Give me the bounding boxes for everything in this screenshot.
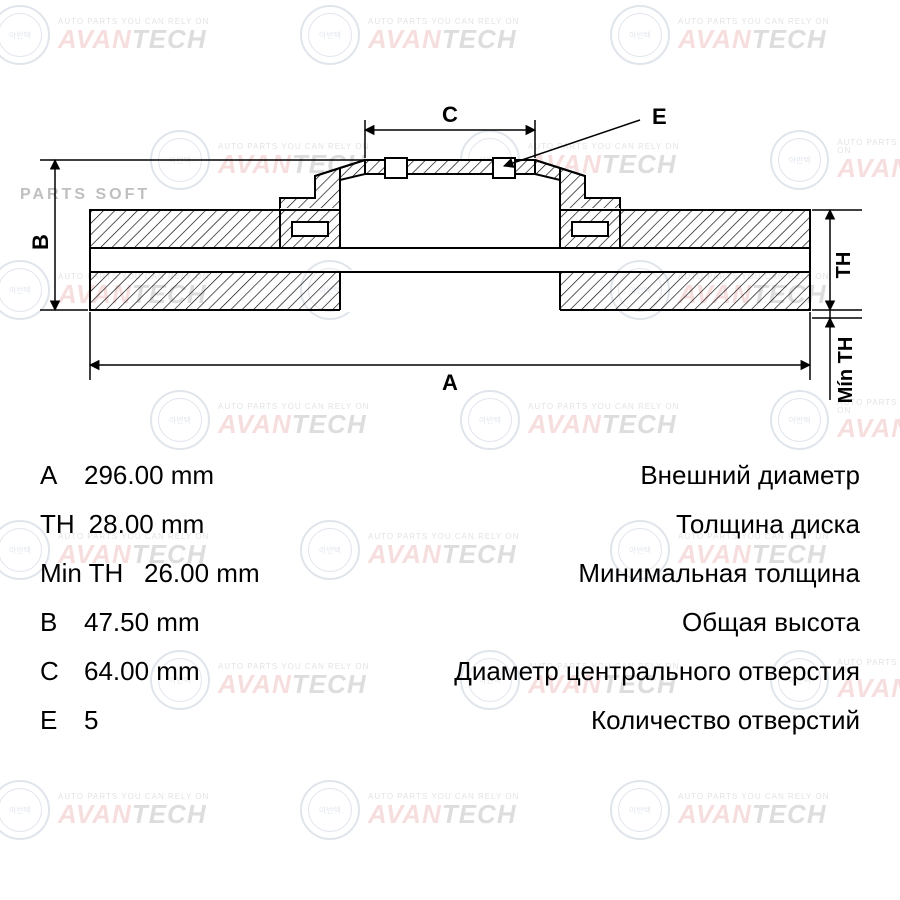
watermark-logo: 아반텍AUTO PARTS YOU CAN RELY ONAVANTECH xyxy=(0,5,209,65)
brake-disc-cross-section-diagram: C E B A TH Mín TH xyxy=(30,80,870,410)
spec-desc: Минимальная толщина xyxy=(578,558,860,589)
spec-value: 5 xyxy=(84,705,98,736)
diagram-svg: C E B A TH Mín TH xyxy=(30,80,870,440)
spec-desc: Количество отверстий xyxy=(591,705,860,736)
spec-key: E xyxy=(40,705,70,736)
spec-desc: Общая высота xyxy=(682,607,860,638)
spec-row: E 5 Количество отверстий xyxy=(40,705,860,736)
dim-label-b: B xyxy=(30,234,53,250)
spec-row: B 47.50 mm Общая высота xyxy=(40,607,860,638)
spec-value: 26.00 mm xyxy=(144,558,260,589)
spec-key: B xyxy=(40,607,70,638)
spec-row: C 64.00 mm Диаметр центрального отверсти… xyxy=(40,656,860,687)
spec-row: A 296.00 mm Внешний диаметр xyxy=(40,460,860,491)
spec-key: A xyxy=(40,460,70,491)
spec-value: 47.50 mm xyxy=(84,607,200,638)
spec-row: TH 28.00 mm Толщина диска xyxy=(40,509,860,540)
spec-desc: Внешний диаметр xyxy=(640,460,860,491)
watermark-logo: 아반텍AUTO PARTS YOU CAN RELY ONAVANTECH xyxy=(300,5,519,65)
spec-key: Min TH xyxy=(40,558,130,589)
spec-key: C xyxy=(40,656,70,687)
spec-value: 64.00 mm xyxy=(84,656,200,687)
spec-desc: Диаметр центрального отверстия xyxy=(454,656,860,687)
dim-label-e: E xyxy=(652,104,667,129)
spec-row: Min TH 26.00 mm Минимальная толщина xyxy=(40,558,860,589)
spec-value: 28.00 mm xyxy=(89,509,205,540)
spec-table: A 296.00 mm Внешний диаметр TH 28.00 mm … xyxy=(40,460,860,754)
watermark-logo: 아반텍AUTO PARTS YOU CAN RELY ONAVANTECH xyxy=(610,780,829,840)
spec-desc: Толщина диска xyxy=(676,509,860,540)
dim-label-th: TH xyxy=(833,252,855,279)
dim-label-a: A xyxy=(442,370,458,395)
watermark-logo: 아반텍AUTO PARTS YOU CAN RELY ONAVANTECH xyxy=(610,5,829,65)
dim-label-c: C xyxy=(442,102,458,127)
spec-value: 296.00 mm xyxy=(84,460,214,491)
watermark-logo: 아반텍AUTO PARTS YOU CAN RELY ONAVANTECH xyxy=(300,780,519,840)
watermark-logo: 아반텍AUTO PARTS YOU CAN RELY ONAVANTECH xyxy=(0,780,209,840)
dim-label-minth: Mín TH xyxy=(835,337,857,404)
spec-key: TH xyxy=(40,509,75,540)
